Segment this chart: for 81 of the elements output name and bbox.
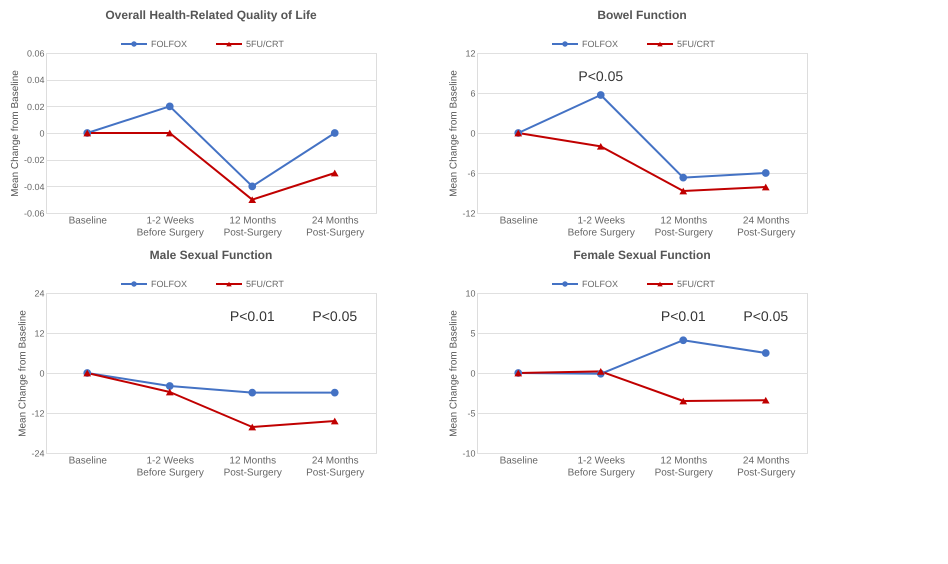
point — [330, 170, 339, 176]
point — [166, 382, 174, 390]
x-tick-label: 1-2 Weeks Before Surgery — [136, 216, 204, 238]
point — [330, 129, 339, 137]
point — [330, 388, 339, 397]
y-tick-label: 10 — [465, 288, 476, 298]
x-tick-label: 24 Months Post-Surgery — [737, 456, 796, 478]
point — [248, 424, 256, 430]
x-tick-label: Baseline — [500, 216, 538, 226]
y-tick-label: 0.06 — [26, 48, 44, 58]
chart-title: Female Sexual Function — [573, 248, 711, 262]
annotation: P<0.05 — [312, 308, 358, 324]
legend-label: 5FU/CRT — [677, 279, 716, 289]
y-tick-label: -10 — [462, 448, 476, 458]
point — [762, 349, 770, 357]
chart-title: Male Sexual Function — [150, 248, 272, 262]
legend-label: FOLFOX — [151, 279, 188, 289]
x-tick-label: 24 Months Post-Surgery — [306, 216, 364, 238]
x-tick-label: 24 Months Post-Surgery — [737, 216, 796, 238]
x-tick-label: 1-2 Weeks Before Surgery — [136, 456, 204, 478]
y-tick-label: 12 — [465, 48, 476, 58]
y-tick-label: 0 — [470, 128, 476, 138]
y-tick-label: -0.04 — [24, 182, 44, 192]
point — [596, 91, 605, 99]
x-tick-label: 12 Months Post-Surgery — [654, 216, 713, 238]
point — [330, 418, 339, 424]
point — [762, 169, 770, 177]
legend-label: 5FU/CRT — [246, 39, 284, 49]
point — [762, 184, 770, 190]
x-tick-label: 1-2 Weeks Before Surgery — [568, 216, 635, 238]
chart-title: Bowel Function — [597, 8, 687, 22]
x-tick-label: 24 Months Post-Surgery — [306, 456, 364, 478]
chart-title: Overall Health-Related Quality of Life — [105, 8, 318, 22]
legend-label: 5FU/CRT — [246, 279, 284, 289]
y-tick-label: -6 — [467, 168, 476, 178]
y-tick-label: -24 — [31, 448, 44, 458]
y-tick-label: 12 — [34, 328, 44, 338]
y-tick-label: -12 — [31, 408, 44, 418]
y-tick-label: 5 — [470, 328, 476, 338]
point — [762, 396, 770, 404]
point — [166, 388, 174, 396]
y-tick-label: -0.06 — [24, 208, 44, 218]
x-tick-label: 12 Months Post-Surgery — [224, 216, 282, 238]
x-tick-label: 12 Months Post-Surgery — [654, 456, 713, 478]
x-tick-label: Baseline — [500, 456, 538, 466]
point — [679, 174, 688, 182]
x-tick-label: 1-2 Weeks Before Surgery — [568, 456, 635, 478]
y-axis-title: Mean Change from Baseline — [448, 310, 460, 437]
point — [248, 388, 256, 397]
point — [248, 182, 256, 190]
x-tick-label: 12 Months Post-Surgery — [224, 456, 282, 478]
y-axis-title: Mean Change from Baseline — [10, 70, 21, 197]
point — [679, 188, 688, 194]
legend-label: FOLFOX — [582, 279, 618, 289]
y-tick-label: -0.02 — [24, 155, 44, 166]
annotation: P<0.05 — [578, 68, 624, 84]
y-tick-label: 24 — [34, 288, 44, 298]
annotation: P<0.01 — [230, 308, 275, 324]
y-tick-label: 0 — [39, 368, 44, 378]
point — [679, 336, 688, 344]
legend-label: FOLFOX — [582, 39, 618, 49]
point — [248, 196, 256, 204]
y-tick-label: -12 — [462, 208, 476, 218]
point — [596, 142, 605, 150]
y-axis-title: Mean Change from Baseline — [17, 310, 28, 437]
y-axis-title: Mean Change from Baseline — [448, 70, 460, 197]
point — [166, 102, 174, 110]
annotation: P<0.05 — [743, 308, 788, 324]
y-tick-label: 6 — [470, 88, 476, 98]
x-tick-label: Baseline — [68, 456, 108, 466]
y-tick-label: 0 — [39, 128, 44, 138]
annotation: P<0.01 — [660, 308, 706, 324]
legend-label: FOLFOX — [151, 39, 188, 49]
point — [679, 398, 688, 404]
y-tick-label: 0.02 — [26, 102, 44, 112]
point — [596, 368, 605, 375]
y-tick-label: -5 — [467, 408, 476, 418]
y-tick-label: 0 — [470, 368, 476, 378]
legend-label: 5FU/CRT — [677, 39, 716, 49]
x-tick-label: Baseline — [68, 216, 108, 226]
y-tick-label: 0.04 — [26, 75, 44, 86]
